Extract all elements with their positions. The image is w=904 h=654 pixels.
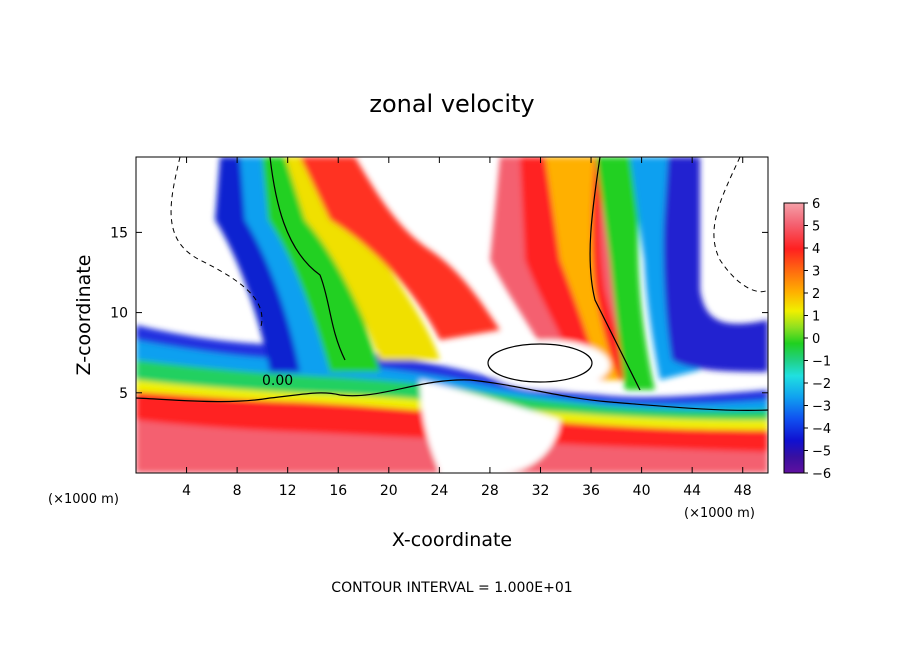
x-axis-ticks: 4 8 12 16 20 24 28 32 36 40 44 48 (182, 157, 752, 499)
plot-frame (135, 156, 769, 474)
colorbar-tick-label: −1 (812, 355, 831, 370)
contour-interval-note: CONTOUR INTERVAL = 1.000E+01 (331, 580, 572, 596)
heatmap-field: 0.00 (136, 157, 768, 473)
colorbar-tick-label: 1 (812, 310, 820, 325)
colorbar-tick-label: 4 (812, 242, 820, 257)
y-tick-label: 5 (119, 386, 128, 402)
x-axis-unit: (×1000 m) (684, 506, 755, 521)
x-tick-label: 12 (279, 483, 297, 499)
contour-label: 0.00 (262, 373, 293, 389)
x-tick-label: 8 (233, 483, 242, 499)
colorbar-tick-label: 3 (812, 265, 820, 280)
x-tick-label: 32 (532, 483, 550, 499)
colorbar-tick-label: −4 (812, 422, 831, 437)
colorbar-ticks: 6 5 4 3 2 1 0 −1 −2 −3 −4 −5 −6 (804, 197, 831, 482)
colorbar-tick-label: −5 (812, 445, 831, 460)
x-tick-label: 16 (329, 483, 347, 499)
colorbar-tick-label: 5 (812, 220, 820, 235)
y-axis-label: Z-coordinate (73, 255, 95, 376)
x-tick-label: 48 (734, 483, 752, 499)
y-axis-unit: (×1000 m) (48, 492, 119, 507)
colorbar-tick-label: −2 (812, 377, 831, 392)
colorbar-tick-label: −6 (812, 467, 831, 482)
y-axis-ticks: 5 10 15 (110, 225, 768, 402)
colorbar-tick-label: 6 (812, 197, 820, 212)
x-tick-label: 4 (182, 483, 191, 499)
chart-title: zonal velocity (369, 90, 534, 118)
colorbar (783, 202, 805, 474)
x-tick-label: 28 (481, 483, 499, 499)
y-tick-label: 15 (110, 225, 128, 241)
x-tick-label: 40 (633, 483, 651, 499)
colorbar-tick-label: −3 (812, 400, 831, 415)
x-tick-label: 36 (582, 483, 600, 499)
colorbar-tick-label: 2 (812, 287, 820, 302)
y-tick-label: 10 (110, 306, 128, 322)
colorbar-tick-label: 0 (812, 332, 820, 347)
x-tick-label: 24 (430, 483, 448, 499)
x-tick-label: 20 (380, 483, 398, 499)
x-axis-label: X-coordinate (392, 529, 512, 551)
x-tick-label: 44 (683, 483, 701, 499)
